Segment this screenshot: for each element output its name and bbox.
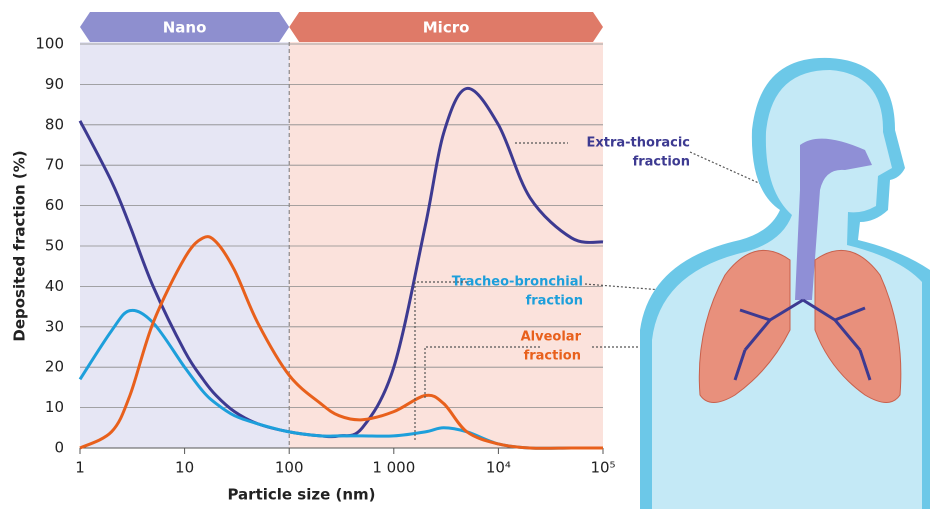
y-tick-label: 20 bbox=[45, 358, 64, 376]
y-tick-label: 40 bbox=[45, 277, 64, 295]
y-tick-label: 80 bbox=[45, 115, 64, 133]
region-label: Micro bbox=[423, 19, 470, 37]
respiratory-illustration bbox=[640, 58, 930, 509]
y-tick-label: 10 bbox=[45, 398, 64, 416]
series-label: Tracheo-bronchial bbox=[452, 275, 583, 290]
y-tick-label: 70 bbox=[45, 156, 64, 174]
x-tick-label: 1 bbox=[75, 459, 85, 477]
x-axis-title: Particle size (nm) bbox=[227, 486, 375, 504]
series-label: Extra-thoracic bbox=[586, 136, 690, 151]
chart: NanoMicro01020304050607080901001101001 0… bbox=[0, 0, 930, 509]
x-tick-label: 10⁵ bbox=[590, 459, 615, 477]
x-tick-label: 100 bbox=[275, 459, 304, 477]
y-tick-label: 30 bbox=[45, 317, 64, 335]
y-tick-label: 0 bbox=[54, 439, 64, 457]
region-background bbox=[80, 42, 289, 448]
series-label: fraction bbox=[524, 349, 581, 364]
x-tick-label: 1 000 bbox=[372, 459, 415, 477]
region-background bbox=[289, 42, 603, 448]
series-label: fraction bbox=[633, 155, 690, 170]
series-label: Alveolar bbox=[521, 330, 582, 345]
y-tick-label: 100 bbox=[35, 35, 64, 53]
y-axis-title: Deposited fraction (%) bbox=[11, 150, 29, 341]
y-tick-label: 50 bbox=[45, 237, 64, 255]
y-tick-label: 60 bbox=[45, 196, 64, 214]
x-tick-label: 10 bbox=[175, 459, 194, 477]
series-label: fraction bbox=[526, 294, 583, 309]
region-label: Nano bbox=[163, 19, 207, 37]
y-tick-label: 90 bbox=[45, 75, 64, 93]
x-tick-label: 10⁴ bbox=[486, 459, 511, 477]
